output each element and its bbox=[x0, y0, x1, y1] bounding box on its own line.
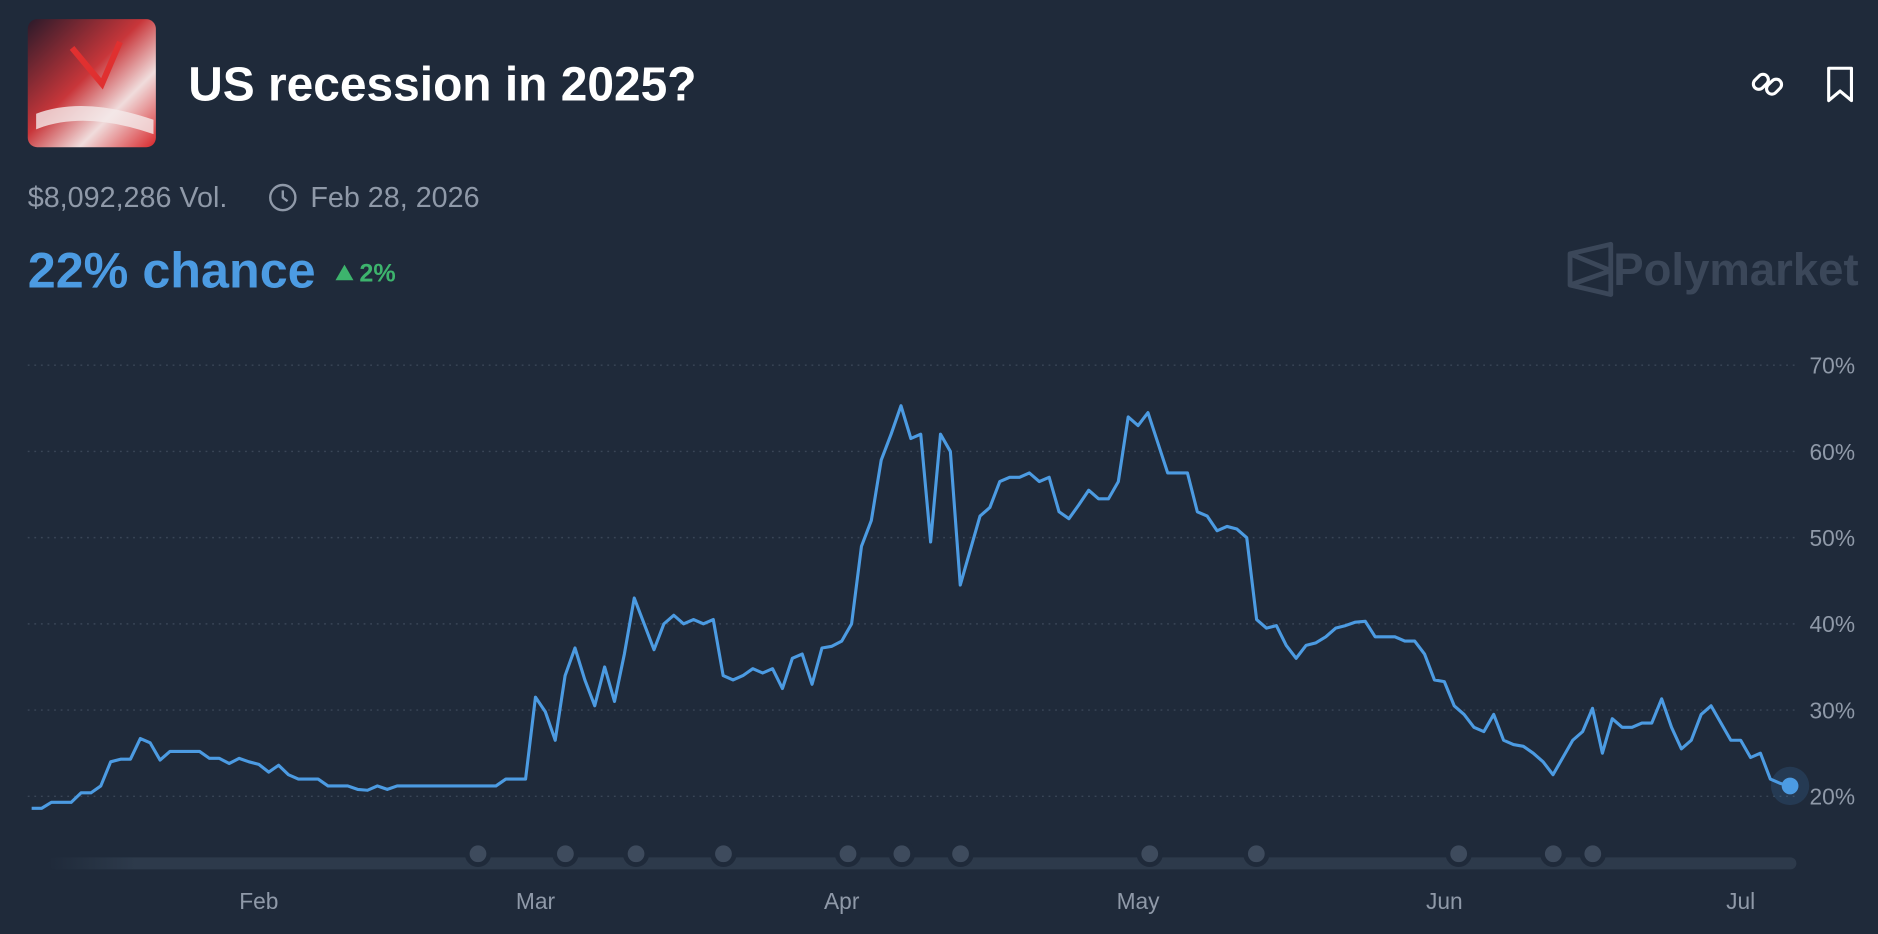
chance: 22% chance bbox=[28, 241, 316, 298]
volume: $8,092,286 Vol. bbox=[28, 182, 228, 214]
y-tick-label: 30% bbox=[1810, 697, 1856, 723]
bookmark[interactable] bbox=[1827, 66, 1854, 103]
thumbnail bbox=[27, 19, 156, 148]
brand-logo bbox=[1567, 241, 1614, 297]
x-tick-label: Jul bbox=[1726, 888, 1755, 914]
y-tick-label: 50% bbox=[1810, 525, 1856, 551]
x-tick-label: Apr bbox=[824, 888, 860, 914]
event-markers[interactable] bbox=[464, 840, 1606, 867]
price-line bbox=[31, 404, 1791, 810]
y-tick-label: 70% bbox=[1810, 353, 1856, 379]
y-tick-label: 40% bbox=[1810, 611, 1856, 637]
end-point bbox=[1781, 777, 1799, 795]
clock-icon bbox=[269, 183, 297, 212]
brand: Polymarket bbox=[1613, 244, 1858, 295]
copy-link[interactable] bbox=[1751, 72, 1784, 96]
x-tick-label: Jun bbox=[1426, 888, 1463, 914]
x-tick-label: Feb bbox=[239, 888, 278, 914]
y-tick-label: 60% bbox=[1810, 439, 1856, 465]
x-tick-label: Mar bbox=[516, 888, 556, 914]
change: 2% bbox=[359, 259, 395, 287]
end-date: Feb 28, 2026 bbox=[310, 182, 479, 214]
title: US recession in 2025? bbox=[188, 59, 696, 112]
change-arrow bbox=[335, 264, 354, 281]
y-tick-label: 20% bbox=[1810, 784, 1856, 810]
timeline-track bbox=[48, 857, 1797, 870]
x-tick-label: May bbox=[1117, 888, 1161, 914]
